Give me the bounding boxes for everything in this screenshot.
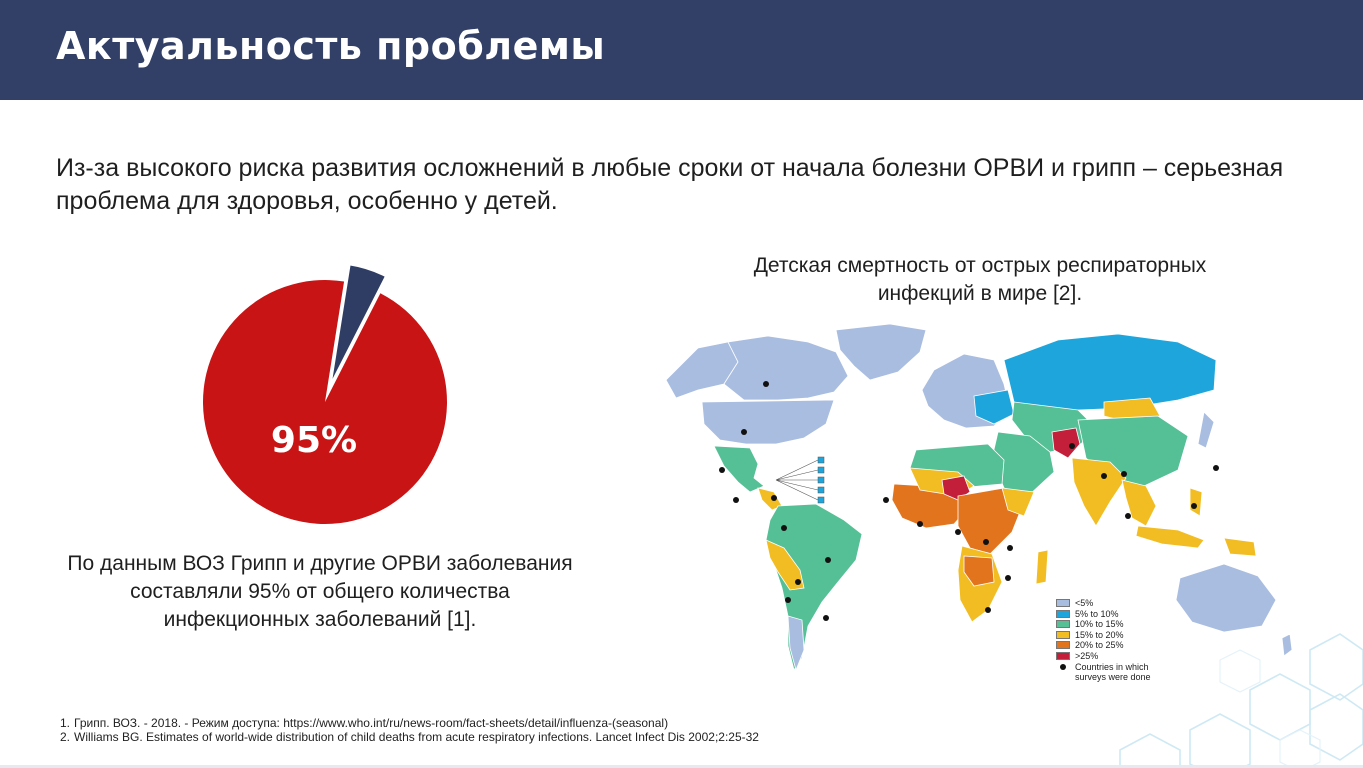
reference-number: 1. [60, 716, 71, 730]
map-region-madagascar [1035, 549, 1049, 585]
legend-swatch [1056, 651, 1070, 660]
legend-label: 15% to 20% [1075, 629, 1124, 640]
legend-label: 10% to 15% [1075, 619, 1124, 630]
legend-label: <5% [1075, 598, 1094, 609]
intro-text: Из-за высокого риска развития осложнений… [56, 154, 1284, 215]
map-region-india [1071, 457, 1127, 527]
map-region-south-america-low [787, 615, 805, 672]
map-region-horn-africa [1001, 487, 1035, 517]
reference-item: 1. Грипп. ВОЗ. - 2018. - Режим доступа: … [60, 716, 960, 730]
legend-swatch [1056, 599, 1070, 608]
map-region-japan [1197, 411, 1215, 449]
map-region-peru-bolivia [765, 539, 805, 591]
map-region-central-south-africa [963, 555, 995, 587]
map-region-alaska [665, 341, 739, 399]
pie-chart: 95% [180, 260, 480, 550]
legend-item-2: 10% to 15% [1056, 619, 1166, 630]
header-bar: Актуальность проблемы [0, 0, 1363, 100]
world-map [658, 320, 1308, 690]
map-region-australia [1175, 563, 1277, 633]
pie-slice-exploded [329, 263, 388, 386]
legend-swatch [1056, 609, 1070, 618]
legend-dot-label: Countries in which surveys were done [1075, 662, 1151, 682]
legend-label: 20% to 25% [1075, 640, 1124, 651]
legend-label: >25% [1075, 650, 1099, 661]
legend-item-4: 20% to 25% [1056, 640, 1166, 651]
map-region-afghanistan [1051, 427, 1081, 459]
legend-item-1: 5% to 10% [1056, 609, 1166, 620]
references-list: 1. Грипп. ВОЗ. - 2018. - Режим доступа: … [60, 716, 960, 744]
reference-text: Грипп. ВОЗ. - 2018. - Режим доступа: htt… [74, 716, 669, 730]
legend-item-dot: Countries in which surveys were done [1056, 662, 1166, 682]
page-title: Актуальность проблемы [56, 24, 606, 68]
map-region-southeast-asia [1121, 479, 1157, 527]
hexagon-decoration [1119, 633, 1363, 768]
map-region-indonesia [1135, 525, 1205, 549]
pie-caption: По данным ВОЗ Грипп и другие ОРВИ заболе… [67, 552, 573, 631]
legend-swatch [1056, 630, 1070, 639]
pie-value-label: 95% [271, 420, 357, 461]
pie-slice-main [202, 280, 447, 524]
legend-item-5: >25% [1056, 651, 1166, 662]
legend-swatch [1056, 620, 1070, 629]
map-region-papua [1223, 537, 1257, 557]
map-region-new-zealand [1281, 633, 1293, 657]
legend-item-0: <5% [1056, 598, 1166, 609]
map-title: Детская смертность от острых респираторн… [753, 254, 1207, 305]
reference-number: 2. [60, 730, 71, 744]
map-region-philippines [1189, 487, 1203, 517]
map-region-canada [723, 335, 849, 401]
legend-label: 5% to 10% [1075, 608, 1119, 619]
legend-item-3: 15% to 20% [1056, 630, 1166, 641]
map-region-eastern-europe [973, 389, 1015, 425]
map-region-russia [1003, 333, 1217, 413]
map-legend: <5% 5% to 10% 10% to 15% 15% to 20% 20% … [1056, 598, 1166, 682]
reference-item: 2. Williams BG. Estimates of world-wide … [60, 730, 960, 744]
legend-swatch [1056, 641, 1070, 650]
map-region-mexico [713, 445, 765, 493]
survey-dot-icon [1060, 664, 1066, 670]
map-region-greenland [835, 323, 927, 381]
map-region-usa [701, 399, 835, 445]
map-region-south-america [765, 503, 863, 671]
bottom-border [0, 765, 1363, 768]
reference-text: Williams BG. Estimates of world-wide dis… [74, 730, 759, 744]
